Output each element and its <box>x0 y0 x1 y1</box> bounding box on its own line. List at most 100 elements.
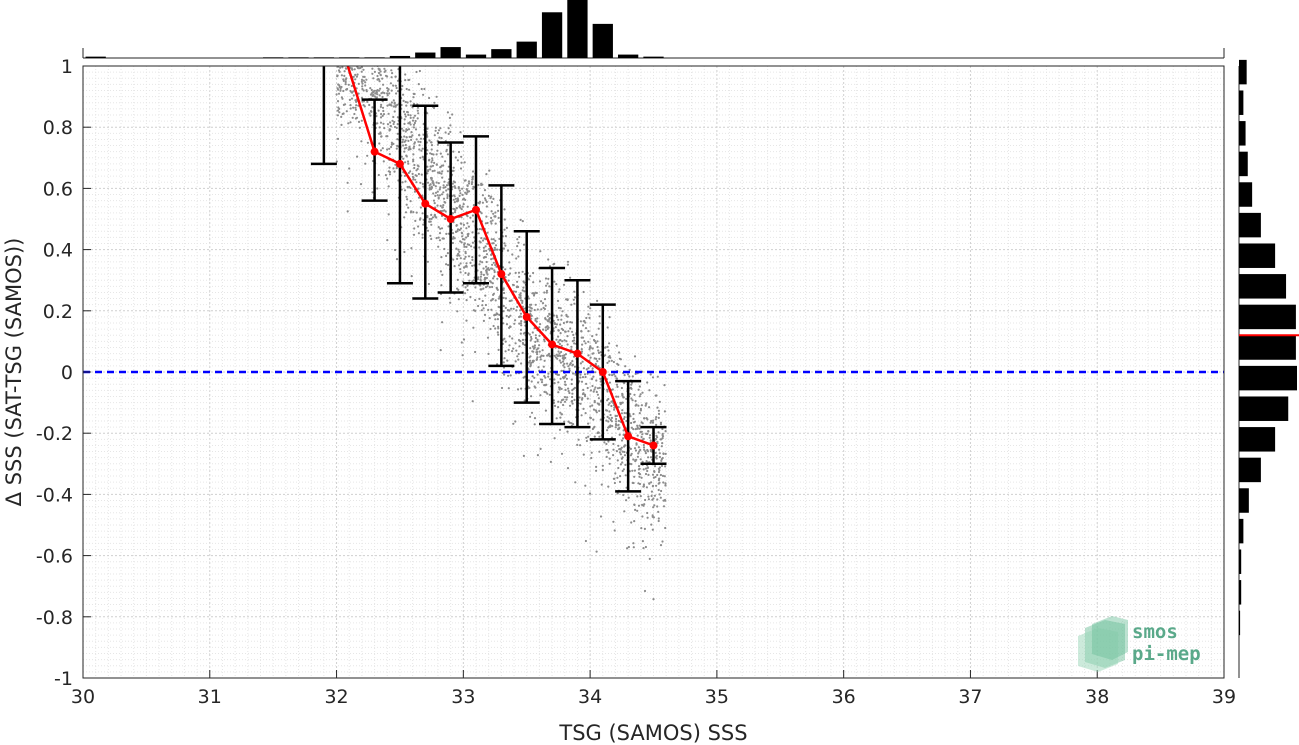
scatter-point <box>412 233 416 236</box>
scatter-point <box>393 120 396 124</box>
scatter-point <box>471 214 474 217</box>
scatter-point <box>435 95 438 98</box>
scatter-point <box>337 83 340 86</box>
scatter-point <box>587 435 590 438</box>
scatter-point <box>390 141 393 144</box>
scatter-point <box>435 237 438 240</box>
scatter-point <box>589 364 592 368</box>
scatter-point <box>564 374 568 377</box>
y-tick-label: 0.8 <box>43 117 73 139</box>
scatter-point <box>519 332 522 335</box>
scatter-point <box>445 263 448 266</box>
scatter-point <box>634 449 638 452</box>
scatter-point <box>614 472 617 475</box>
scatter-point <box>490 253 493 256</box>
scatter-point <box>388 147 391 150</box>
scatter-point <box>632 546 635 549</box>
scatter-point <box>490 201 493 204</box>
scatter-point <box>458 194 461 197</box>
scatter-point <box>617 419 621 422</box>
scatter-point <box>433 101 436 104</box>
scatter-point <box>555 283 558 286</box>
scatter-point <box>395 258 399 261</box>
scatter-point <box>430 223 433 226</box>
scatter-point <box>337 48 339 50</box>
scatter-point <box>553 378 556 381</box>
scatter-point <box>615 344 619 347</box>
top-histogram-bar <box>364 57 385 58</box>
scatter-point <box>658 466 662 469</box>
scatter-point <box>446 153 449 156</box>
scatter-point <box>605 419 608 422</box>
scatter-point <box>570 422 573 425</box>
mean-marker <box>421 199 430 208</box>
scatter-point <box>636 434 639 437</box>
scatter-point <box>343 55 345 57</box>
y-tick-label: 0.2 <box>43 301 73 323</box>
scatter-point <box>657 409 661 412</box>
scatter-point <box>657 488 660 492</box>
scatter-point <box>598 403 601 406</box>
scatter-point <box>440 284 443 287</box>
scatter-point <box>633 355 637 358</box>
scatter-point <box>573 342 576 345</box>
scatter-point <box>502 310 505 313</box>
scatter-point <box>470 182 473 186</box>
scatter-point <box>382 62 384 64</box>
scatter-point <box>607 440 610 443</box>
scatter-point <box>361 85 364 88</box>
mean-marker <box>370 147 379 156</box>
scatter-point <box>412 153 415 156</box>
scatter-point <box>565 398 568 401</box>
scatter-point <box>649 456 653 459</box>
scatter-point <box>503 208 506 211</box>
scatter-point <box>644 472 648 476</box>
x-tick-label: 31 <box>198 686 222 708</box>
scatter-point <box>493 269 496 272</box>
scatter-point <box>581 360 584 363</box>
scatter-point <box>595 390 598 394</box>
scatter-point <box>632 458 635 461</box>
scatter-point <box>355 60 357 62</box>
scatter-point <box>382 122 385 125</box>
scatter-point <box>606 415 609 418</box>
scatter-point <box>661 540 664 543</box>
scatter-point <box>346 21 348 23</box>
top-histogram <box>82 0 1225 59</box>
scatter-point <box>536 373 539 376</box>
scatter-point <box>529 363 532 366</box>
scatter-point <box>598 315 601 318</box>
scatter-point <box>517 271 521 274</box>
scatter-point <box>419 137 423 140</box>
scatter-point <box>553 354 556 357</box>
scatter-point <box>412 211 415 214</box>
scatter-point <box>648 406 651 409</box>
scatter-point <box>346 15 348 17</box>
scatter-point <box>464 250 467 253</box>
scatter-point <box>426 149 429 152</box>
scatter-point <box>646 511 649 515</box>
scatter-point <box>466 191 469 194</box>
scatter-point <box>453 211 457 214</box>
scatter-point <box>560 369 563 372</box>
scatter-point <box>358 51 360 53</box>
scatter-point <box>557 318 560 321</box>
scatter-point <box>509 314 512 317</box>
scatter-point <box>392 122 395 126</box>
scatter-point <box>565 340 568 343</box>
scatter-point <box>404 113 407 116</box>
scatter-point <box>496 313 499 316</box>
scatter-point <box>603 441 606 444</box>
scatter-point <box>390 101 393 104</box>
scatter-point <box>563 375 567 378</box>
scatter-point <box>587 330 590 333</box>
scatter-point <box>469 216 472 219</box>
scatter-point <box>497 305 500 308</box>
scatter-point <box>557 335 560 338</box>
scatter-point <box>407 139 410 142</box>
scatter-point <box>549 378 552 381</box>
scatter-point <box>519 292 522 295</box>
scatter-point <box>366 35 368 37</box>
scatter-point <box>341 64 343 66</box>
scatter-point <box>555 314 558 317</box>
